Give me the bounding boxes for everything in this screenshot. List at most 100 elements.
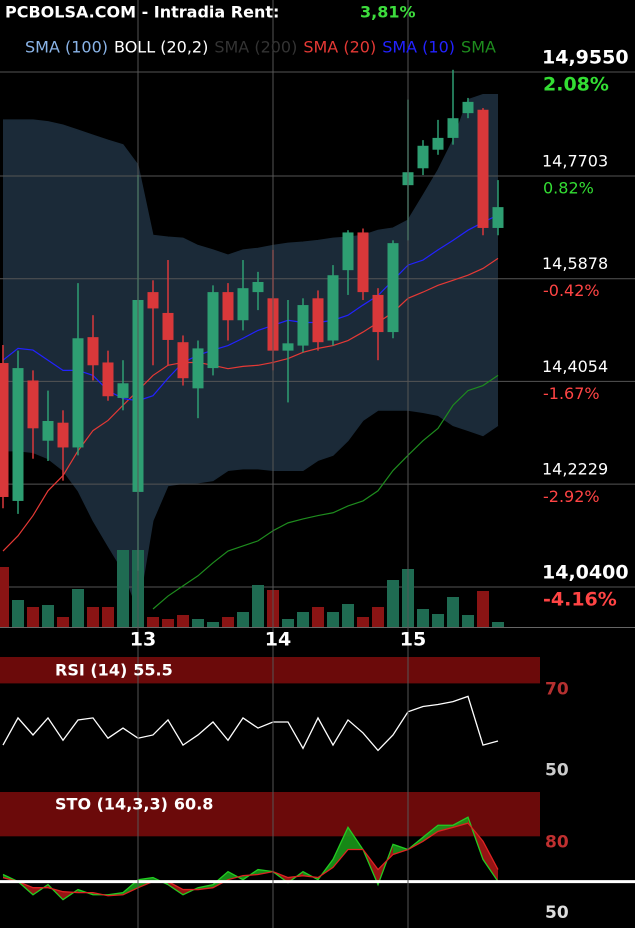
y-tick-label: 14,2229 (542, 460, 608, 479)
x-tick-label: 15 (400, 629, 426, 651)
y-tick-label: 50 (545, 903, 569, 923)
vertical-grid-layer (137, 0, 409, 928)
y2-tick-label: -1.67% (543, 384, 600, 403)
volume-bar (27, 607, 39, 627)
zone (0, 657, 540, 684)
rsi-plot (2, 695, 499, 752)
candle-body (357, 232, 369, 293)
volume-bar (297, 612, 309, 627)
volume-bar (432, 614, 444, 627)
candle-body (462, 101, 474, 114)
y2-tick-label: 0.82% (543, 179, 594, 198)
sto-fill (423, 825, 438, 842)
y-tick-label: 50 (545, 761, 569, 781)
bollinger-upper (3, 94, 498, 256)
volume-bar (357, 617, 369, 627)
sto-line (2, 822, 499, 897)
y-tick-label: 14,0400 (542, 562, 629, 584)
candle-body (237, 288, 249, 321)
candle-body (42, 421, 54, 441)
panel-value: 55.5 (133, 661, 172, 680)
sto-plot (2, 816, 499, 901)
volume-bar (72, 589, 84, 627)
sto-fill (393, 844, 408, 855)
candle-body (27, 380, 39, 429)
bollinger-lower (3, 409, 499, 613)
candle-body (162, 312, 174, 340)
candle-body (492, 207, 504, 228)
volume-bar (342, 604, 354, 627)
candle-body (102, 362, 114, 397)
candle-body (477, 109, 489, 228)
x-axis-band (0, 627, 635, 657)
candle-body (282, 343, 294, 351)
candle-body (207, 292, 219, 369)
volume-bar (447, 597, 459, 627)
candle-body (297, 305, 309, 346)
rsi-line (2, 695, 499, 752)
sto-layer (0, 792, 635, 901)
volume-bar (222, 617, 234, 627)
x-tick-label: 13 (130, 629, 156, 651)
y2-tick-label: -2.92% (543, 487, 600, 506)
panel-value: 60.8 (174, 795, 213, 814)
volume-bar (327, 612, 339, 627)
panel-title: STO (14,3,3) (55, 795, 168, 814)
y2-tick-label: 2.08% (543, 74, 609, 96)
volume-bar (42, 605, 54, 627)
candle-body (312, 298, 324, 343)
y-tick-label: 14,4054 (542, 357, 608, 376)
volume-bar (312, 607, 324, 627)
volume-bar (147, 617, 159, 627)
price-band-layer (3, 94, 499, 613)
volume-bar (477, 591, 489, 627)
sma-line (2, 214, 499, 402)
candle-body (192, 348, 204, 389)
volume-bar (417, 609, 429, 627)
rsi-layer (0, 657, 540, 752)
candle-body (147, 292, 159, 309)
price-grid-layer (0, 71, 635, 588)
candle-body (72, 338, 84, 448)
sma-line (152, 374, 499, 610)
legend-entry: SMA (100) (25, 38, 108, 57)
volume-bar (387, 580, 399, 627)
y2-tick-label: -0.42% (543, 281, 600, 300)
legend-entry: SMA (20) (303, 38, 376, 57)
y-tick-label: 14,7703 (542, 151, 608, 170)
volume-bar (102, 607, 114, 627)
volume-bar (372, 607, 384, 627)
x-tick-label: 14 (265, 629, 291, 651)
sma-line (2, 257, 499, 552)
candle-body (342, 232, 354, 271)
y2-tick-label: -4.16% (543, 588, 617, 610)
volume-bar (282, 619, 294, 627)
volume-bar (162, 619, 174, 627)
volume-bar (57, 617, 69, 627)
labels-layer: PCBOLSA.COM - Intradia Rent: 3,81% 14,95… (5, 3, 629, 924)
candle-body (327, 275, 339, 341)
candle-body (12, 368, 24, 501)
candle-body (372, 294, 384, 333)
volume-bar (462, 615, 474, 627)
legend-entry: SMA (461, 38, 496, 57)
volume-bar (252, 585, 264, 627)
candle-body (0, 363, 9, 497)
header-title: PCBOLSA.COM - Intradia Rent: (5, 3, 279, 22)
candle-body (387, 243, 399, 333)
candle-body (222, 292, 234, 321)
legend-entry: SMA (200) (214, 38, 297, 57)
y-tick-label: 70 (545, 679, 569, 699)
candle-body (57, 422, 69, 448)
candle-body (87, 337, 99, 366)
volume-bar (12, 600, 24, 627)
candle-body (252, 281, 264, 293)
y-tick-label: 14,9550 (542, 47, 629, 69)
sto-fill (483, 841, 498, 882)
volume-bar (117, 550, 129, 627)
bollinger-fill (3, 94, 498, 611)
candle-body (177, 342, 189, 379)
candle-body (117, 383, 129, 398)
sto-fill (333, 827, 348, 868)
